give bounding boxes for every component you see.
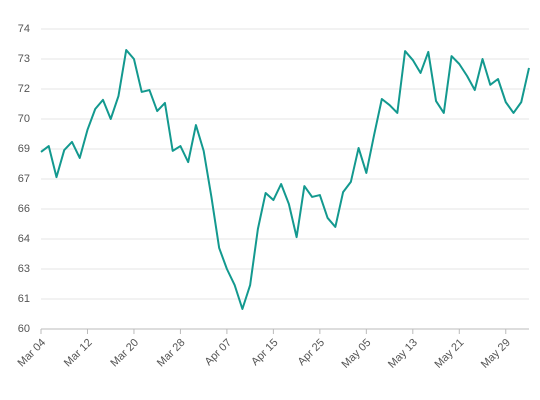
- x-tick-label: Mar 28: [155, 337, 188, 370]
- x-tick-label: Apr 15: [249, 337, 280, 368]
- x-tick-label: May 21: [432, 337, 466, 371]
- x-tick-label: Apr 25: [296, 337, 327, 368]
- y-tick-label: 67: [18, 173, 30, 185]
- y-tick-label: 72: [18, 83, 30, 95]
- y-tick-label: 63: [18, 263, 30, 275]
- data-line: [40, 49, 530, 310]
- x-tick-label: Mar 04: [15, 337, 48, 370]
- x-tick-label: May 05: [340, 337, 374, 371]
- y-tick-label: 69: [18, 143, 30, 155]
- x-tick-label: May 29: [479, 337, 513, 371]
- y-tick-label: 60: [18, 323, 30, 335]
- y-tick-label: 64: [18, 233, 30, 245]
- y-tick-label: 61: [18, 293, 30, 305]
- y-tick-label: 74: [18, 23, 30, 35]
- x-tick-label: Mar 20: [108, 337, 141, 370]
- y-tick-label: 70: [18, 113, 30, 125]
- x-tick-label: Apr 07: [203, 337, 234, 368]
- y-tick-label: 66: [18, 203, 30, 215]
- y-tick-label: 73: [18, 53, 30, 65]
- x-tick-label: May 13: [386, 337, 420, 371]
- x-tick-label: Mar 12: [62, 337, 95, 370]
